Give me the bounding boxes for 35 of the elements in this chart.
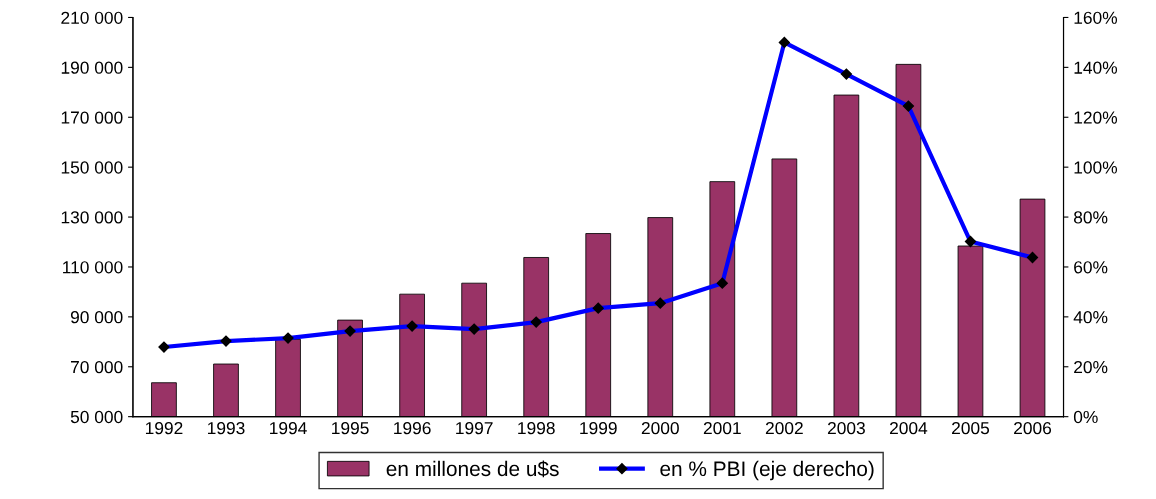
x-tick-label: 1996 bbox=[394, 421, 431, 435]
y-tick-label: 150 000 bbox=[61, 161, 123, 174]
y-tick-label: 170 000 bbox=[61, 111, 123, 124]
x-tick-label: 1995 bbox=[332, 421, 369, 435]
x-tick-label: 1994 bbox=[270, 421, 307, 435]
y-tick-label: 50 000 bbox=[70, 410, 123, 424]
x-tick-label: 1993 bbox=[208, 421, 245, 435]
x-tick-label: 2004 bbox=[889, 421, 928, 435]
y2-tick-label: 160% bbox=[1074, 11, 1118, 24]
y-tick-label: 190 000 bbox=[61, 61, 123, 74]
x-tick-label: 2003 bbox=[827, 421, 865, 435]
y-tick-label: 210 000 bbox=[61, 11, 123, 24]
legend-label: en millones de u$s bbox=[386, 460, 559, 478]
y2-tick-label: 0% bbox=[1073, 410, 1098, 424]
y-tick-label: 70 000 bbox=[71, 360, 123, 374]
y2-tick-label: 60% bbox=[1074, 261, 1108, 274]
y-tick-label: 110 000 bbox=[63, 261, 123, 274]
y2-tick-label: 20% bbox=[1074, 360, 1108, 374]
y2-tick-label: 120% bbox=[1074, 111, 1118, 124]
y-tick-label: 130 000 bbox=[61, 211, 123, 224]
legend-label: en % PBI (eje derecho) bbox=[660, 460, 874, 481]
y-tick-label: 90 000 bbox=[70, 311, 123, 324]
x-tick-label: 2001 bbox=[703, 421, 741, 435]
y2-tick-label: 40% bbox=[1073, 311, 1108, 324]
x-tick-label: 2006 bbox=[1014, 421, 1052, 435]
y2-tick-label: 140% bbox=[1074, 61, 1118, 74]
x-tick-label: 1999 bbox=[580, 421, 617, 435]
x-tick-label: 1997 bbox=[456, 421, 493, 435]
x-tick-label: 1998 bbox=[518, 421, 555, 435]
y2-tick-label: 100% bbox=[1074, 161, 1118, 174]
x-tick-label: 1992 bbox=[145, 421, 183, 435]
y2-tick-label: 80% bbox=[1074, 211, 1108, 224]
x-tick-label: 2000 bbox=[641, 421, 679, 435]
x-tick-label: 2002 bbox=[765, 421, 803, 435]
x-tick-label: 2005 bbox=[952, 421, 990, 435]
